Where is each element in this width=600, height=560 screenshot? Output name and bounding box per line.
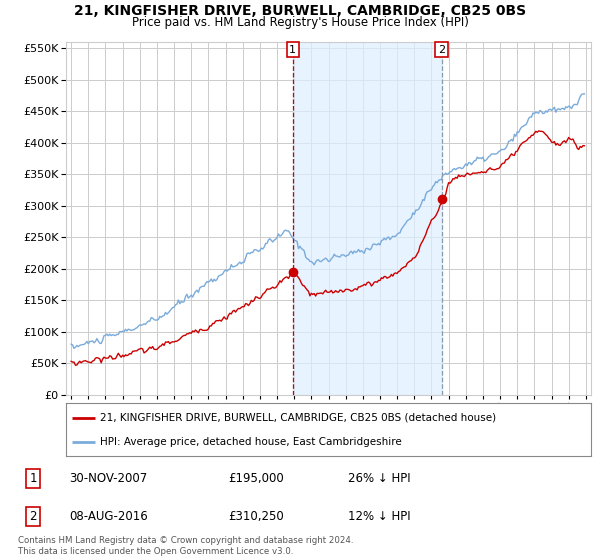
Text: 30-NOV-2007: 30-NOV-2007: [69, 472, 147, 486]
Text: Contains HM Land Registry data © Crown copyright and database right 2024.
This d: Contains HM Land Registry data © Crown c…: [18, 536, 353, 556]
Text: 1: 1: [29, 472, 37, 486]
Text: £310,250: £310,250: [228, 510, 284, 523]
Text: 08-AUG-2016: 08-AUG-2016: [69, 510, 148, 523]
Text: Price paid vs. HM Land Registry's House Price Index (HPI): Price paid vs. HM Land Registry's House …: [131, 16, 469, 29]
Text: 26% ↓ HPI: 26% ↓ HPI: [348, 472, 410, 486]
Text: 12% ↓ HPI: 12% ↓ HPI: [348, 510, 410, 523]
Bar: [293, 42, 442, 395]
Text: 21, KINGFISHER DRIVE, BURWELL, CAMBRIDGE, CB25 0BS (detached house): 21, KINGFISHER DRIVE, BURWELL, CAMBRIDGE…: [100, 413, 496, 423]
Text: HPI: Average price, detached house, East Cambridgeshire: HPI: Average price, detached house, East…: [100, 437, 402, 447]
Text: 2: 2: [29, 510, 37, 523]
Text: 1: 1: [289, 45, 296, 54]
Text: 2: 2: [438, 45, 445, 54]
Text: £195,000: £195,000: [228, 472, 284, 486]
Text: 21, KINGFISHER DRIVE, BURWELL, CAMBRIDGE, CB25 0BS: 21, KINGFISHER DRIVE, BURWELL, CAMBRIDGE…: [74, 4, 526, 18]
